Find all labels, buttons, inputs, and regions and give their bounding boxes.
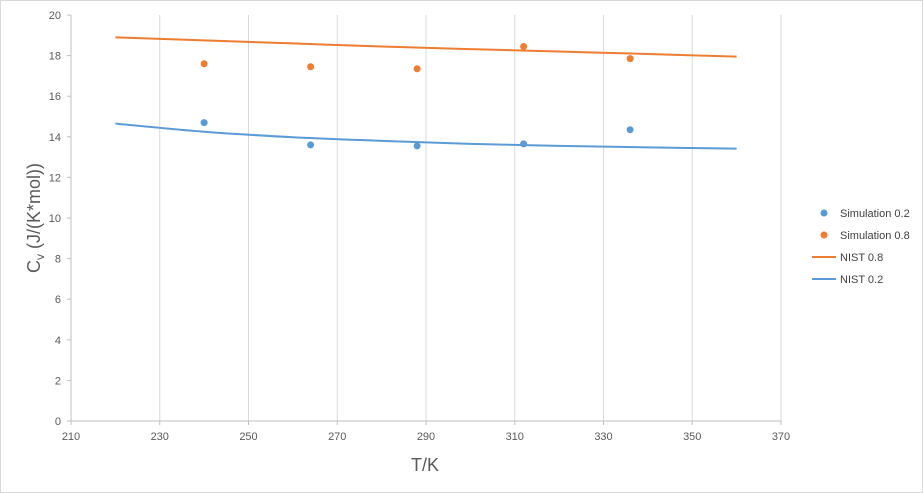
x-tick-label: 250 [239, 431, 257, 443]
x-tick-label: 210 [62, 431, 80, 443]
y-tick-label: 2 [55, 375, 61, 387]
legend-entry: Simulation 0.8 [820, 230, 910, 242]
x-axis-title: T/K [411, 455, 439, 475]
legend-entry: NIST 0.2 [812, 274, 883, 286]
y-tick-label: 4 [55, 335, 61, 347]
data-point [413, 65, 421, 73]
x-tick-label: 290 [417, 431, 435, 443]
gridlines [159, 15, 782, 421]
y-axis-title-main: C [24, 260, 44, 273]
x-tick-label: 350 [683, 431, 701, 443]
series-nist-0-2 [115, 122, 737, 150]
y-tick-label: 16 [49, 91, 61, 103]
x-tick-label: 330 [594, 431, 612, 443]
series-simulation-0-2 [200, 119, 634, 150]
series-line [115, 122, 737, 150]
legend-label: Simulation 0.2 [840, 208, 910, 220]
data-point [520, 140, 528, 148]
data-point [200, 119, 208, 127]
series-nist-0-8 [115, 36, 737, 58]
series-layer [115, 36, 737, 150]
data-point [307, 63, 315, 71]
x-tick-label: 230 [151, 431, 169, 443]
y-axis-title-rest: (J/(K*mol)) [24, 163, 44, 254]
series-line [115, 36, 737, 58]
x-tick-label: 370 [772, 431, 790, 443]
data-point [520, 42, 528, 50]
y-tick-label: 20 [49, 10, 61, 22]
legend-point-swatch [820, 231, 828, 239]
y-tick-label: 14 [49, 132, 61, 144]
legend-label: NIST 0.2 [840, 274, 883, 286]
axes [67, 14, 782, 425]
legend-entry: NIST 0.8 [812, 252, 883, 264]
y-axis-title-subscript: v [33, 254, 47, 260]
y-tick-label: 6 [55, 294, 61, 306]
data-point [413, 142, 421, 150]
data-point [200, 60, 208, 68]
data-point [626, 55, 634, 63]
series-simulation-0-8 [200, 42, 634, 73]
y-tick-labels: 0 2 4 6 8 10 12 14 16 18 20 [49, 10, 61, 428]
legend-entry: Simulation 0.2 [820, 208, 910, 220]
legend-label: NIST 0.8 [840, 252, 883, 264]
y-tick-label: 12 [49, 172, 61, 184]
legend-point-swatch [820, 209, 828, 217]
x-tick-labels: 210 230 250 270 290 310 330 350 370 [62, 431, 790, 443]
y-tick-label: 8 [55, 254, 61, 266]
y-tick-label: 18 [49, 51, 61, 63]
y-axis-title: Cv (J/(K*mol)) [24, 163, 47, 273]
y-tick-label: 10 [49, 213, 61, 225]
legend-label: Simulation 0.8 [840, 230, 910, 242]
legend: Simulation 0.2 Simulation 0.8 NIST 0.8 NIST… [812, 208, 910, 286]
x-tick-label: 270 [328, 431, 346, 443]
data-point [307, 141, 315, 149]
x-tick-label: 310 [506, 431, 524, 443]
data-point [626, 126, 634, 134]
y-tick-label: 0 [55, 416, 61, 428]
